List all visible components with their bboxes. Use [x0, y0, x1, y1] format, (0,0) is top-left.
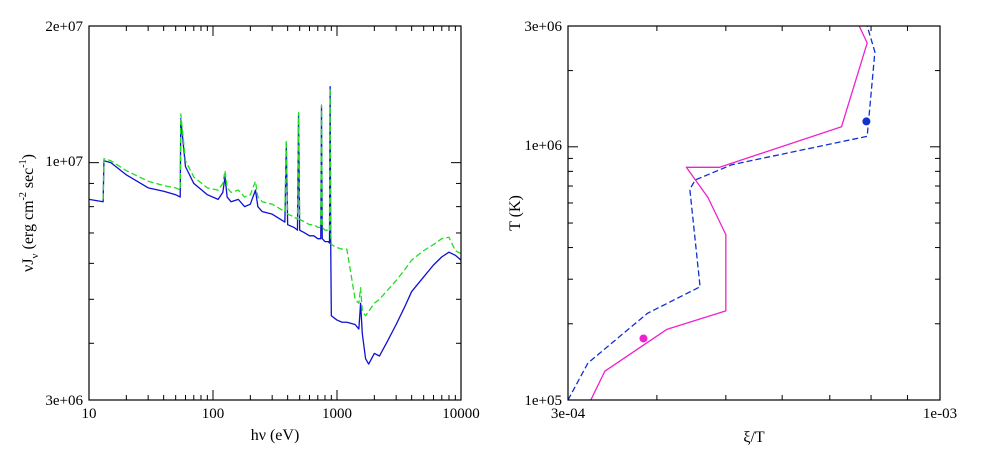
left-plot-frame — [88, 25, 462, 401]
series-line-solid — [89, 86, 461, 365]
left-xtick-label-10: 10 — [82, 406, 97, 422]
left-y-axis-label: νJν (erg cm-2 sec-1) — [18, 154, 41, 272]
right-ytick-label-1e5: 1e+05 — [524, 393, 562, 409]
right-xtick-label-3e-4: 3e-04 — [551, 406, 586, 422]
left-ytick-label-1e7: 1e+07 — [45, 154, 83, 170]
left-chart: 10 100 1000 10000 3e+06 1e+07 2e+07 hν (… — [18, 19, 480, 444]
series-line-dashed — [102, 87, 461, 317]
left-plot-area — [89, 86, 461, 365]
series-line-magenta-solid — [590, 26, 868, 400]
right-ytick-label-1e6: 1e+06 — [524, 138, 562, 154]
right-plot-area — [568, 26, 876, 400]
y-label-units: (erg cm — [20, 200, 37, 250]
y-label-exp-cm: -2 — [18, 192, 29, 200]
left-ytick-label-2e7: 2e+07 — [45, 19, 83, 35]
y-label-exp-sec: -1 — [18, 159, 29, 167]
left-xtick-label-1000: 1000 — [322, 406, 352, 422]
right-plot-frame — [567, 25, 941, 401]
series-line-blue-dashed — [568, 26, 876, 400]
right-ytick-label-3e6: 3e+06 — [524, 19, 562, 35]
y-label-nuj: νJ — [20, 258, 37, 271]
left-ticks — [88, 25, 462, 401]
right-chart: 3e-04 1e-03 1e+05 1e+06 3e+06 ξ/T T (K) — [507, 19, 957, 446]
left-xtick-label-10000: 10000 — [442, 406, 480, 422]
right-xtick-label-1e-3: 1e-03 — [923, 406, 957, 422]
left-x-axis-label: hν (eV) — [251, 427, 300, 444]
y-label-close: ) — [20, 154, 37, 159]
marker-blue-dashed — [862, 117, 871, 126]
left-ytick-label-3e6: 3e+06 — [45, 393, 83, 409]
right-ticks — [567, 25, 941, 401]
y-label-nu-subscript: ν — [29, 253, 41, 258]
marker-magenta-solid — [639, 334, 648, 343]
left-xtick-label-100: 100 — [202, 406, 225, 422]
right-y-axis-label: T (K) — [507, 195, 524, 231]
y-label-sec: sec — [20, 168, 37, 188]
right-x-axis-label: ξ/T — [743, 429, 765, 446]
